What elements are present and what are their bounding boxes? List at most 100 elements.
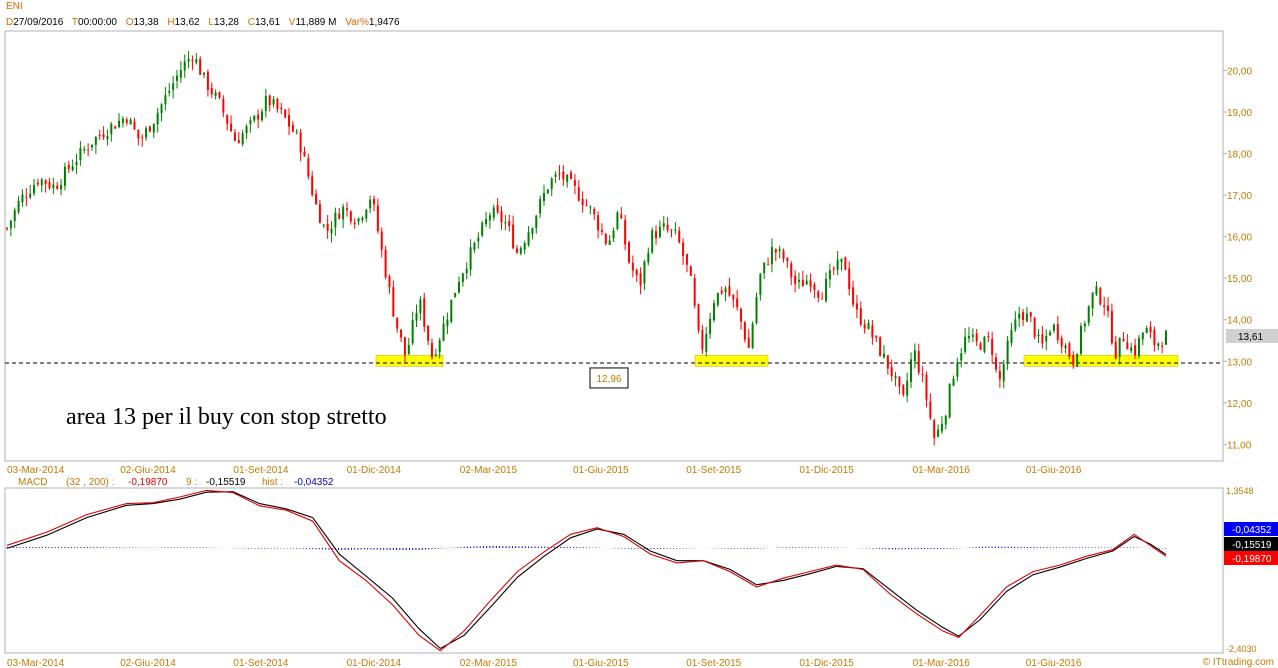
candle-body: [1153, 329, 1156, 346]
candle-body: [786, 258, 789, 262]
candle-body: [461, 273, 464, 283]
candle-body: [624, 220, 627, 245]
signal-line: [6, 491, 1167, 650]
candle-body: [910, 359, 913, 383]
candle-body: [546, 189, 549, 194]
candle-body: [75, 161, 78, 166]
candle-body: [1161, 345, 1164, 347]
candle-body: [755, 297, 758, 323]
macd-badge: -0,19870: [1232, 554, 1272, 565]
x-tick-label: 02-Giu-2014: [120, 465, 176, 476]
date-value: 27/09/2016: [13, 17, 64, 28]
candle-body: [118, 120, 121, 128]
candle-body: [369, 199, 372, 209]
candle-body: [1060, 338, 1063, 347]
candle-body: [736, 298, 739, 308]
candle-body: [906, 380, 909, 396]
price-y-tick-label: 15,00: [1227, 274, 1252, 285]
candle-body: [1014, 319, 1017, 330]
candle-body: [303, 151, 306, 157]
candle-body: [411, 320, 414, 344]
candle-body: [226, 114, 229, 124]
candle-body: [825, 278, 828, 301]
candle-body: [218, 92, 221, 98]
candle-body: [21, 194, 24, 203]
candle-body: [187, 59, 190, 62]
candle-body: [137, 129, 140, 139]
candle-body: [778, 249, 781, 252]
candle-body: [276, 98, 279, 110]
x-tick-label: 01-Dic-2014: [347, 658, 402, 668]
candle-body: [56, 185, 59, 189]
candle-body: [956, 362, 959, 377]
candle-body: [925, 374, 928, 400]
candle-body: [129, 119, 132, 125]
candle-body: [326, 223, 329, 231]
candle-body: [917, 351, 920, 373]
candle-body: [666, 224, 669, 230]
candle-body: [1099, 287, 1102, 305]
candle-body: [230, 123, 233, 132]
signal-badge-bg: [1224, 537, 1278, 551]
candle-body: [921, 374, 924, 376]
candle-body: [940, 423, 943, 432]
candle-body: [330, 228, 333, 234]
candle-body: [450, 299, 453, 322]
x-tick-label: 01-Giu-2015: [573, 658, 629, 668]
candle-body: [214, 92, 217, 96]
candle-body: [581, 198, 584, 206]
candle-body: [600, 230, 603, 233]
candle-body: [817, 291, 820, 298]
candle-body: [790, 263, 793, 278]
candle-body: [9, 220, 12, 229]
candle-body: [987, 336, 990, 338]
candle-body: [133, 121, 136, 130]
open-value: 13,38: [133, 17, 159, 28]
candle-body: [172, 83, 175, 90]
candle-body: [60, 185, 63, 190]
candle-body: [724, 288, 727, 293]
high-value: 13,62: [174, 17, 200, 28]
candle-body: [338, 213, 341, 219]
var-value: 1,9476: [368, 17, 400, 28]
time-key: T: [71, 17, 79, 28]
candle-body: [179, 70, 182, 78]
candle-body: [106, 135, 109, 140]
candle-body: [1022, 312, 1025, 321]
candle-body: [434, 354, 437, 356]
candle-body: [469, 247, 472, 270]
candle-body: [604, 233, 607, 244]
price-y-axis: 11,00 12,00 13,00 14,00 15,00 16,00 17,00 18,00…: [1223, 66, 1252, 451]
candle-body: [349, 211, 352, 222]
x-tick-label: 03-Mar-2014: [7, 465, 65, 476]
candle-body: [543, 193, 546, 201]
candle-body: [743, 322, 746, 340]
candle-body: [612, 230, 615, 239]
candle-body: [407, 344, 410, 355]
candle-body: [593, 208, 596, 215]
candle-body: [148, 126, 151, 132]
candle-body: [233, 132, 236, 141]
x-tick-label: 01-Giu-2016: [1026, 658, 1082, 668]
candle-body: [1037, 334, 1040, 337]
x-tick-label: 02-Mar-2015: [460, 658, 518, 668]
candle-body: [844, 257, 847, 270]
candle-body: [400, 329, 403, 338]
candle-body: [512, 224, 515, 249]
candle-body: [488, 215, 491, 221]
candle-body: [882, 353, 885, 358]
candle-body: [678, 230, 681, 243]
candle-body: [655, 231, 658, 239]
candle-body: [948, 384, 951, 418]
price-y-tick-label: 13,00: [1227, 357, 1252, 368]
candle-body: [597, 215, 600, 231]
candle-body: [631, 262, 634, 271]
candle-body: [1052, 324, 1055, 331]
candle-body: [237, 139, 240, 144]
signal-badge: -0,15519: [1232, 540, 1272, 551]
candle-body: [712, 303, 715, 321]
candle-body: [519, 248, 522, 254]
candle-body: [902, 385, 905, 395]
price-y-tick-label: 12,00: [1227, 399, 1252, 410]
